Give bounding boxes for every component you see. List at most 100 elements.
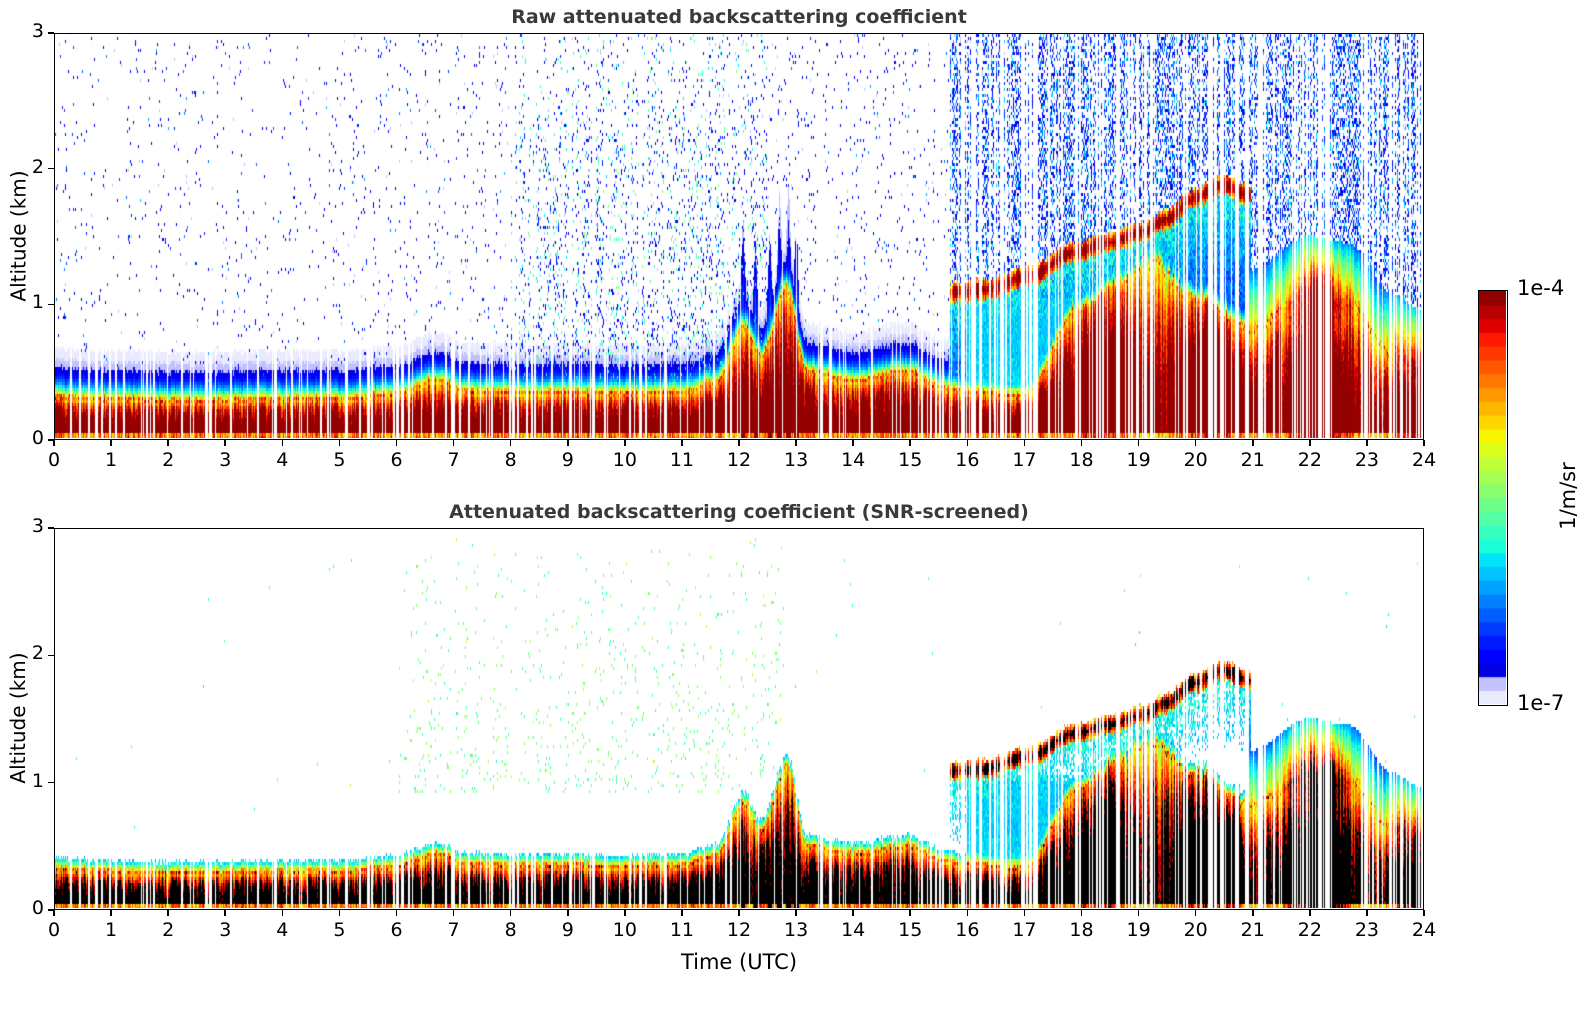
- x-tick-raw-24: [1423, 440, 1425, 446]
- y-tick-label-raw-3: 3: [31, 20, 44, 42]
- x-tick-label-raw-0: 0: [47, 449, 61, 471]
- x-tick-label-screened-21: 21: [1240, 919, 1265, 941]
- x-tick-raw-4: [281, 440, 284, 446]
- x-tick-label-screened-8: 8: [504, 919, 517, 941]
- y-tick-screened-0: [48, 909, 54, 911]
- x-tick-label-screened-17: 17: [1012, 919, 1037, 941]
- x-tick-raw-0: [53, 440, 55, 446]
- x-tick-label-screened-6: 6: [390, 919, 403, 941]
- plot-area-screened[interactable]: [54, 528, 1424, 910]
- x-tick-screened-21: [1251, 910, 1254, 916]
- x-tick-label-raw-22: 22: [1297, 449, 1322, 471]
- x-axis-label: Time (UTC): [680, 950, 798, 974]
- x-tick-label-raw-3: 3: [219, 449, 232, 471]
- x-tick-raw-7: [452, 440, 455, 446]
- colorbar-min-label: 1e-7: [1517, 691, 1565, 715]
- y-tick-screened-1: [48, 781, 54, 784]
- x-tick-raw-20: [1194, 440, 1197, 446]
- x-tick-raw-21: [1251, 440, 1254, 446]
- x-tick-raw-9: [566, 440, 569, 446]
- x-tick-label-raw-7: 7: [447, 449, 460, 471]
- x-tick-screened-8: [509, 910, 512, 916]
- y-tick-label-raw-1: 1: [31, 291, 44, 314]
- x-tick-label-raw-1: 1: [105, 449, 118, 471]
- x-tick-label-screened-12: 12: [726, 919, 752, 941]
- x-tick-label-screened-3: 3: [219, 919, 232, 941]
- x-tick-screened-3: [224, 910, 227, 916]
- x-tick-label-screened-7: 7: [447, 919, 460, 941]
- x-tick-label-raw-23: 23: [1354, 449, 1379, 471]
- x-tick-label-raw-12: 12: [726, 449, 752, 471]
- x-tick-label-screened-9: 9: [561, 919, 574, 941]
- x-tick-screened-10: [624, 910, 626, 916]
- y-tick-raw-1: [48, 303, 54, 306]
- x-tick-screened-14: [852, 910, 854, 916]
- y-tick-screened-2: [48, 654, 54, 657]
- x-tick-label-raw-13: 13: [783, 449, 809, 471]
- x-tick-screened-0: [53, 910, 55, 916]
- x-tick-screened-23: [1366, 910, 1368, 916]
- x-tick-label-screened-15: 15: [898, 919, 923, 941]
- x-tick-raw-6: [395, 440, 398, 446]
- x-tick-raw-5: [338, 440, 341, 446]
- x-tick-raw-11: [681, 440, 683, 446]
- x-tick-screened-17: [1023, 910, 1026, 916]
- x-tick-raw-16: [966, 440, 969, 446]
- y-tick-label-screened-3: 3: [31, 515, 44, 537]
- x-tick-screened-2: [167, 910, 169, 916]
- x-tick-screened-15: [909, 910, 912, 916]
- x-tick-label-raw-15: 15: [898, 449, 923, 471]
- x-tick-label-raw-6: 6: [390, 449, 403, 471]
- x-tick-raw-23: [1366, 440, 1368, 446]
- x-tick-screened-12: [738, 910, 740, 916]
- x-tick-label-raw-20: 20: [1183, 449, 1208, 471]
- x-tick-label-screened-0: 0: [47, 919, 61, 941]
- x-tick-label-raw-2: 2: [162, 449, 175, 471]
- x-tick-screened-20: [1194, 910, 1197, 916]
- x-tick-screened-24: [1423, 910, 1425, 916]
- y-tick-label-screened-2: 2: [31, 642, 44, 665]
- x-tick-raw-14: [852, 440, 854, 446]
- y-tick-screened-3: [48, 527, 54, 529]
- x-tick-screened-16: [966, 910, 969, 916]
- x-tick-label-raw-21: 21: [1240, 449, 1265, 471]
- colorbar[interactable]: [1478, 290, 1508, 706]
- y-tick-label-screened-1: 1: [31, 769, 44, 792]
- x-tick-screened-13: [795, 910, 797, 916]
- colorbar-max-label: 1e-4: [1517, 276, 1565, 300]
- x-tick-raw-12: [738, 440, 740, 446]
- x-tick-screened-9: [566, 910, 569, 916]
- x-tick-raw-8: [509, 440, 512, 446]
- y-tick-raw-0: [48, 439, 54, 441]
- x-tick-label-raw-4: 4: [276, 449, 289, 471]
- x-tick-raw-22: [1309, 440, 1311, 446]
- x-tick-label-raw-24: 24: [1411, 449, 1437, 471]
- x-tick-raw-19: [1137, 440, 1140, 446]
- x-tick-screened-18: [1080, 910, 1083, 916]
- x-tick-label-screened-18: 18: [1069, 919, 1094, 941]
- y-tick-raw-3: [48, 32, 54, 34]
- x-tick-raw-13: [795, 440, 797, 446]
- x-tick-label-screened-19: 19: [1126, 919, 1151, 941]
- x-tick-label-screened-13: 13: [783, 919, 809, 941]
- y-axis-label-raw: Altitude (km): [6, 169, 30, 302]
- plot-area-raw[interactable]: [54, 33, 1424, 440]
- x-tick-label-screened-16: 16: [955, 919, 980, 941]
- x-tick-label-screened-1: 1: [105, 919, 118, 941]
- panel-title-raw: Raw attenuated backscattering coefficien…: [511, 6, 967, 28]
- x-tick-label-screened-4: 4: [276, 919, 289, 941]
- x-tick-raw-10: [624, 440, 626, 446]
- x-tick-label-screened-20: 20: [1183, 919, 1208, 941]
- x-tick-raw-17: [1023, 440, 1026, 446]
- x-tick-label-screened-2: 2: [162, 919, 175, 941]
- x-tick-raw-2: [167, 440, 169, 446]
- x-tick-label-screened-23: 23: [1354, 919, 1379, 941]
- x-tick-label-screened-14: 14: [841, 919, 866, 941]
- y-tick-label-screened-0: 0: [31, 897, 44, 919]
- x-tick-label-raw-9: 9: [561, 449, 574, 471]
- x-tick-label-raw-8: 8: [504, 449, 517, 471]
- x-tick-label-screened-22: 22: [1297, 919, 1322, 941]
- x-tick-raw-15: [909, 440, 912, 446]
- x-tick-label-screened-24: 24: [1411, 919, 1437, 941]
